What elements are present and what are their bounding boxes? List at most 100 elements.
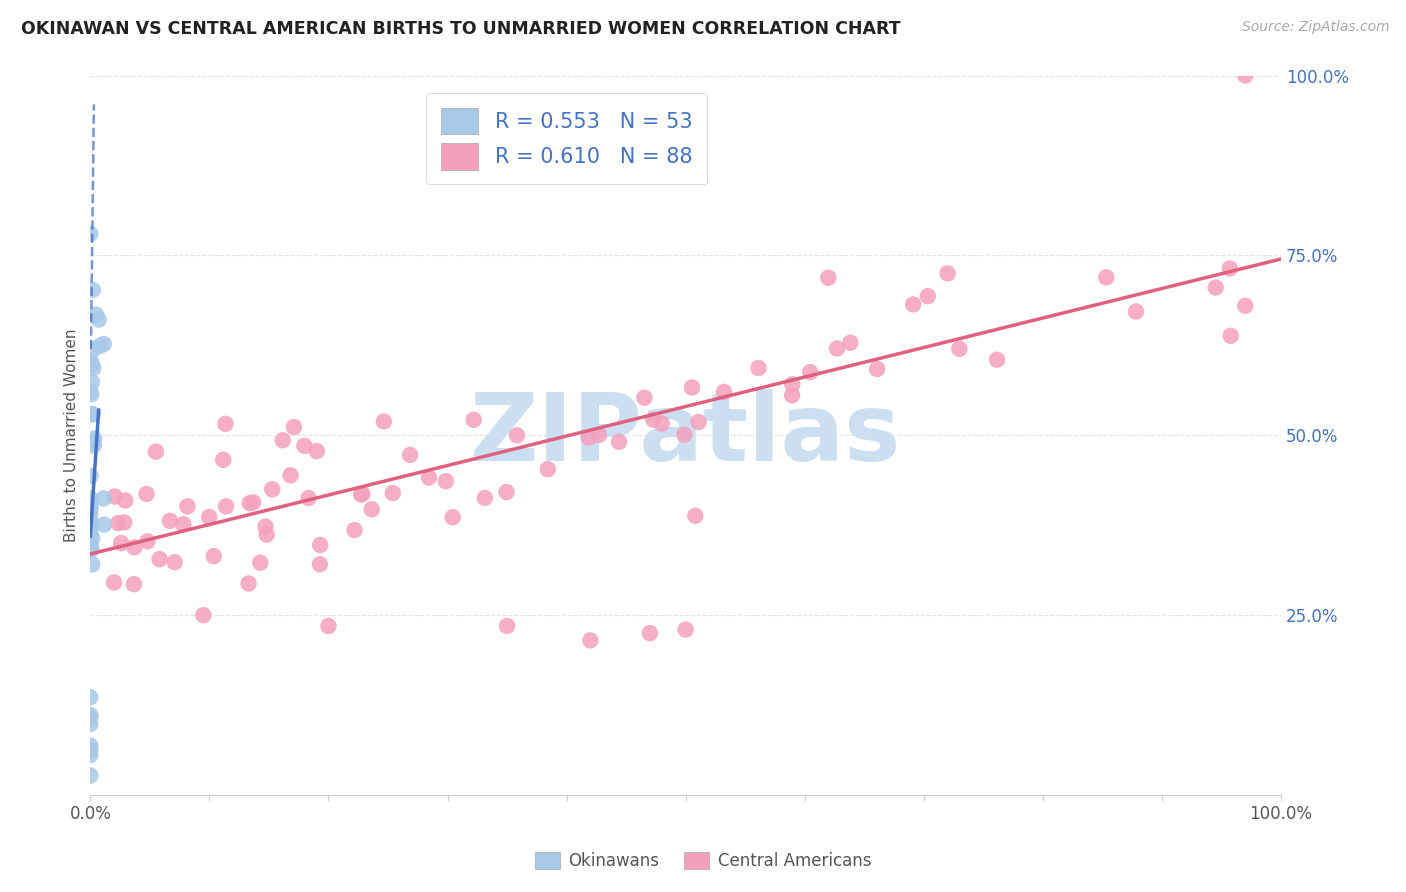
Point: [238, 576, 260, 591]
Point: [839, 335, 862, 350]
Point: [373, 415, 395, 429]
Point: [82, 358, 104, 372]
Point: [986, 352, 1008, 367]
Point: [441, 510, 464, 524]
Point: [79, 541, 101, 556]
Point: [104, 490, 127, 504]
Point: [1234, 299, 1257, 313]
Point: [633, 391, 655, 405]
Point: [688, 415, 710, 429]
Point: [79, 520, 101, 534]
Point: [79, 516, 101, 531]
Point: [79, 227, 101, 241]
Point: [136, 534, 159, 549]
Point: [135, 487, 157, 501]
Point: [638, 626, 661, 640]
Point: [280, 468, 302, 483]
Point: [495, 485, 517, 500]
Point: [79, 690, 101, 705]
Point: [309, 538, 332, 552]
Point: [418, 470, 440, 484]
Point: [79, 710, 101, 724]
Point: [283, 420, 305, 434]
Text: ZIPatlas: ZIPatlas: [470, 389, 901, 482]
Point: [249, 556, 271, 570]
Point: [1125, 304, 1147, 318]
Point: [782, 377, 804, 392]
Point: [79, 500, 101, 515]
Point: [673, 427, 696, 442]
Point: [79, 527, 101, 541]
Point: [1219, 328, 1241, 343]
Point: [817, 270, 839, 285]
Point: [83, 438, 105, 452]
Point: [79, 515, 101, 529]
Point: [948, 342, 970, 356]
Point: [79, 768, 101, 782]
Point: [79, 436, 101, 450]
Point: [124, 541, 146, 555]
Point: [79, 521, 101, 535]
Point: [214, 417, 236, 431]
Point: [254, 519, 277, 533]
Point: [474, 491, 496, 505]
Point: [297, 491, 319, 505]
Point: [309, 558, 332, 572]
Point: [496, 619, 519, 633]
Point: [318, 619, 340, 633]
Point: [936, 266, 959, 280]
Y-axis label: Births to Unmarried Women: Births to Unmarried Women: [65, 328, 79, 542]
Point: [145, 444, 167, 458]
Point: [93, 337, 115, 351]
Point: [651, 417, 673, 431]
Point: [1095, 270, 1118, 285]
Point: [79, 353, 101, 368]
Point: [79, 535, 101, 549]
Text: Source: ZipAtlas.com: Source: ZipAtlas.com: [1241, 20, 1389, 34]
Point: [148, 552, 170, 566]
Point: [198, 510, 221, 524]
Point: [103, 575, 125, 590]
Point: [681, 380, 703, 394]
Point: [82, 531, 104, 545]
Point: [93, 517, 115, 532]
Point: [506, 428, 529, 442]
Point: [643, 412, 665, 426]
Point: [79, 518, 101, 533]
Point: [537, 462, 560, 476]
Point: [193, 608, 215, 623]
Point: [360, 502, 382, 516]
Point: [176, 500, 198, 514]
Point: [114, 493, 136, 508]
Point: [79, 502, 101, 516]
Point: [172, 517, 194, 532]
Point: [202, 549, 225, 563]
Point: [93, 491, 115, 506]
Point: [87, 312, 110, 326]
Point: [675, 623, 697, 637]
Point: [242, 495, 264, 509]
Point: [122, 577, 145, 591]
Point: [866, 362, 889, 376]
Point: [82, 361, 104, 376]
Point: [80, 407, 103, 421]
Point: [588, 428, 610, 442]
Point: [79, 528, 101, 542]
Legend: Okinawans, Central Americans: Okinawans, Central Americans: [529, 845, 877, 877]
Point: [79, 526, 101, 541]
Point: [350, 487, 373, 501]
Point: [917, 289, 939, 303]
Point: [83, 342, 105, 356]
Point: [1205, 280, 1227, 294]
Point: [79, 748, 101, 763]
Point: [80, 387, 103, 401]
Point: [799, 365, 821, 379]
Point: [79, 708, 101, 723]
Point: [780, 388, 803, 402]
Point: [79, 739, 101, 753]
Point: [212, 452, 235, 467]
Point: [82, 407, 104, 421]
Point: [271, 434, 294, 448]
Point: [112, 516, 135, 530]
Point: [82, 558, 104, 572]
